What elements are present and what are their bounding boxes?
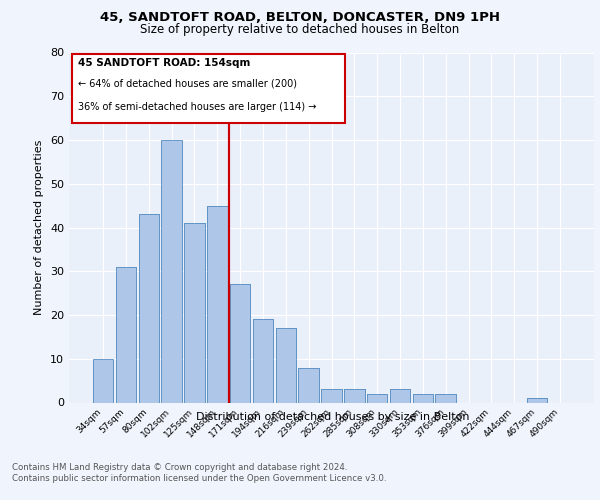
Bar — [390, 390, 410, 402]
Bar — [298, 368, 319, 402]
Bar — [207, 206, 227, 402]
Bar — [275, 328, 296, 402]
Bar — [298, 368, 319, 402]
FancyBboxPatch shape — [71, 54, 344, 122]
Text: 36% of semi-detached houses are larger (114) →: 36% of semi-detached houses are larger (… — [78, 102, 316, 112]
Bar — [207, 206, 227, 402]
Bar — [390, 390, 410, 402]
Bar — [321, 390, 342, 402]
Text: Distribution of detached houses by size in Belton: Distribution of detached houses by size … — [196, 412, 470, 422]
Bar — [413, 394, 433, 402]
Bar — [344, 390, 365, 402]
Bar — [367, 394, 388, 402]
Bar — [321, 390, 342, 402]
Bar — [139, 214, 159, 402]
Y-axis label: Number of detached properties: Number of detached properties — [34, 140, 44, 315]
Text: Size of property relative to detached houses in Belton: Size of property relative to detached ho… — [140, 22, 460, 36]
Bar — [253, 320, 273, 402]
Bar — [413, 394, 433, 402]
Bar — [116, 267, 136, 402]
Text: 45, SANDTOFT ROAD, BELTON, DONCASTER, DN9 1PH: 45, SANDTOFT ROAD, BELTON, DONCASTER, DN… — [100, 11, 500, 24]
Bar — [344, 390, 365, 402]
Bar — [93, 359, 113, 403]
Bar — [161, 140, 182, 402]
Bar — [230, 284, 250, 403]
Bar — [161, 140, 182, 402]
Bar — [139, 214, 159, 402]
Bar — [527, 398, 547, 402]
Text: Contains HM Land Registry data © Crown copyright and database right 2024.: Contains HM Land Registry data © Crown c… — [12, 462, 347, 471]
Text: ← 64% of detached houses are smaller (200): ← 64% of detached houses are smaller (20… — [78, 78, 297, 89]
Bar — [436, 394, 456, 402]
Bar — [116, 267, 136, 402]
Bar — [184, 223, 205, 402]
Bar — [184, 223, 205, 402]
Bar — [436, 394, 456, 402]
Text: 45 SANDTOFT ROAD: 154sqm: 45 SANDTOFT ROAD: 154sqm — [78, 58, 250, 68]
Bar — [527, 398, 547, 402]
Bar — [367, 394, 388, 402]
Bar — [93, 359, 113, 403]
Bar — [253, 320, 273, 402]
Text: Contains public sector information licensed under the Open Government Licence v3: Contains public sector information licen… — [12, 474, 386, 483]
Bar — [230, 284, 250, 403]
Bar — [275, 328, 296, 402]
